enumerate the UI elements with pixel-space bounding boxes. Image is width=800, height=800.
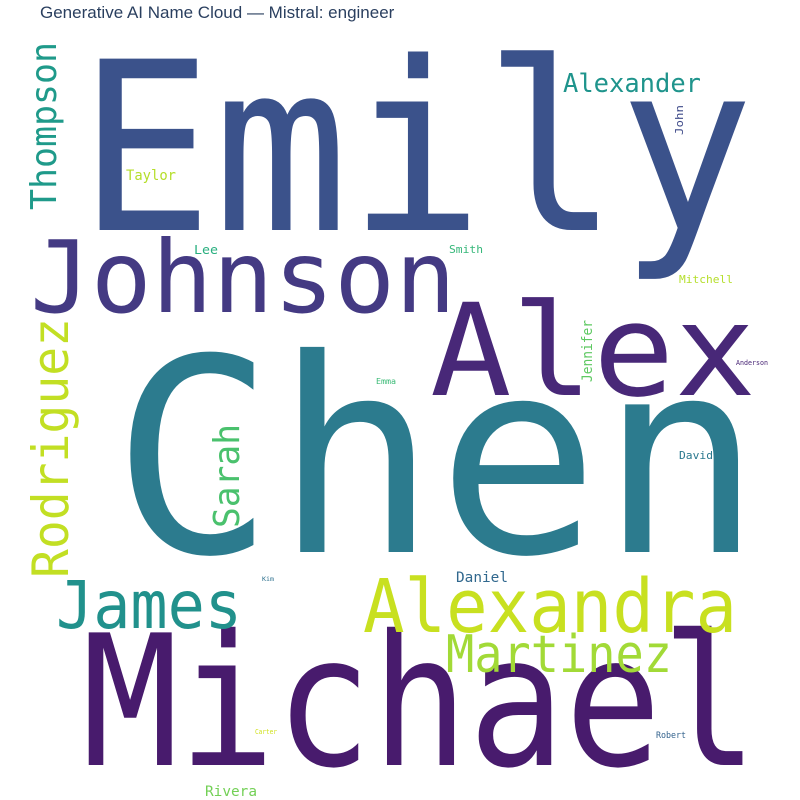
word-david: David (679, 449, 713, 462)
word-daniel: Daniel (456, 570, 508, 586)
word-jennifer: Jennifer (580, 320, 596, 382)
word-rivera: Rivera (205, 784, 257, 800)
word-smith: Smith (449, 243, 483, 256)
word-mitchell: Mitchell (679, 273, 733, 286)
word-john: John (673, 105, 686, 135)
word-emma: Emma (376, 377, 396, 386)
word-kim: Kim (262, 576, 274, 583)
word-anderson: Anderson (736, 359, 768, 367)
word-sarah: Sarah (207, 424, 248, 528)
word-michael: Michael (82, 596, 758, 800)
word-johnson: Johnson (30, 219, 456, 336)
word-martinez: Martinez (446, 625, 672, 685)
word-alexander: Alexander (563, 69, 701, 99)
word-thompson: Thompson (24, 42, 65, 210)
word-chen: Chen (112, 301, 762, 616)
word-carter: Carter (255, 728, 277, 736)
word-taylor: Taylor (126, 168, 176, 184)
word-emily: Emily (78, 13, 754, 286)
word-robert: Robert (656, 731, 686, 741)
chart-title: Generative AI Name Cloud — Mistral: engi… (40, 3, 395, 22)
word-james: James (56, 567, 242, 644)
word-rodriguez: Rodriguez (22, 318, 80, 578)
word-lee: Lee (194, 243, 218, 257)
word-alex: Alex (430, 277, 756, 426)
word-alexandra: Alexandra (363, 564, 737, 650)
